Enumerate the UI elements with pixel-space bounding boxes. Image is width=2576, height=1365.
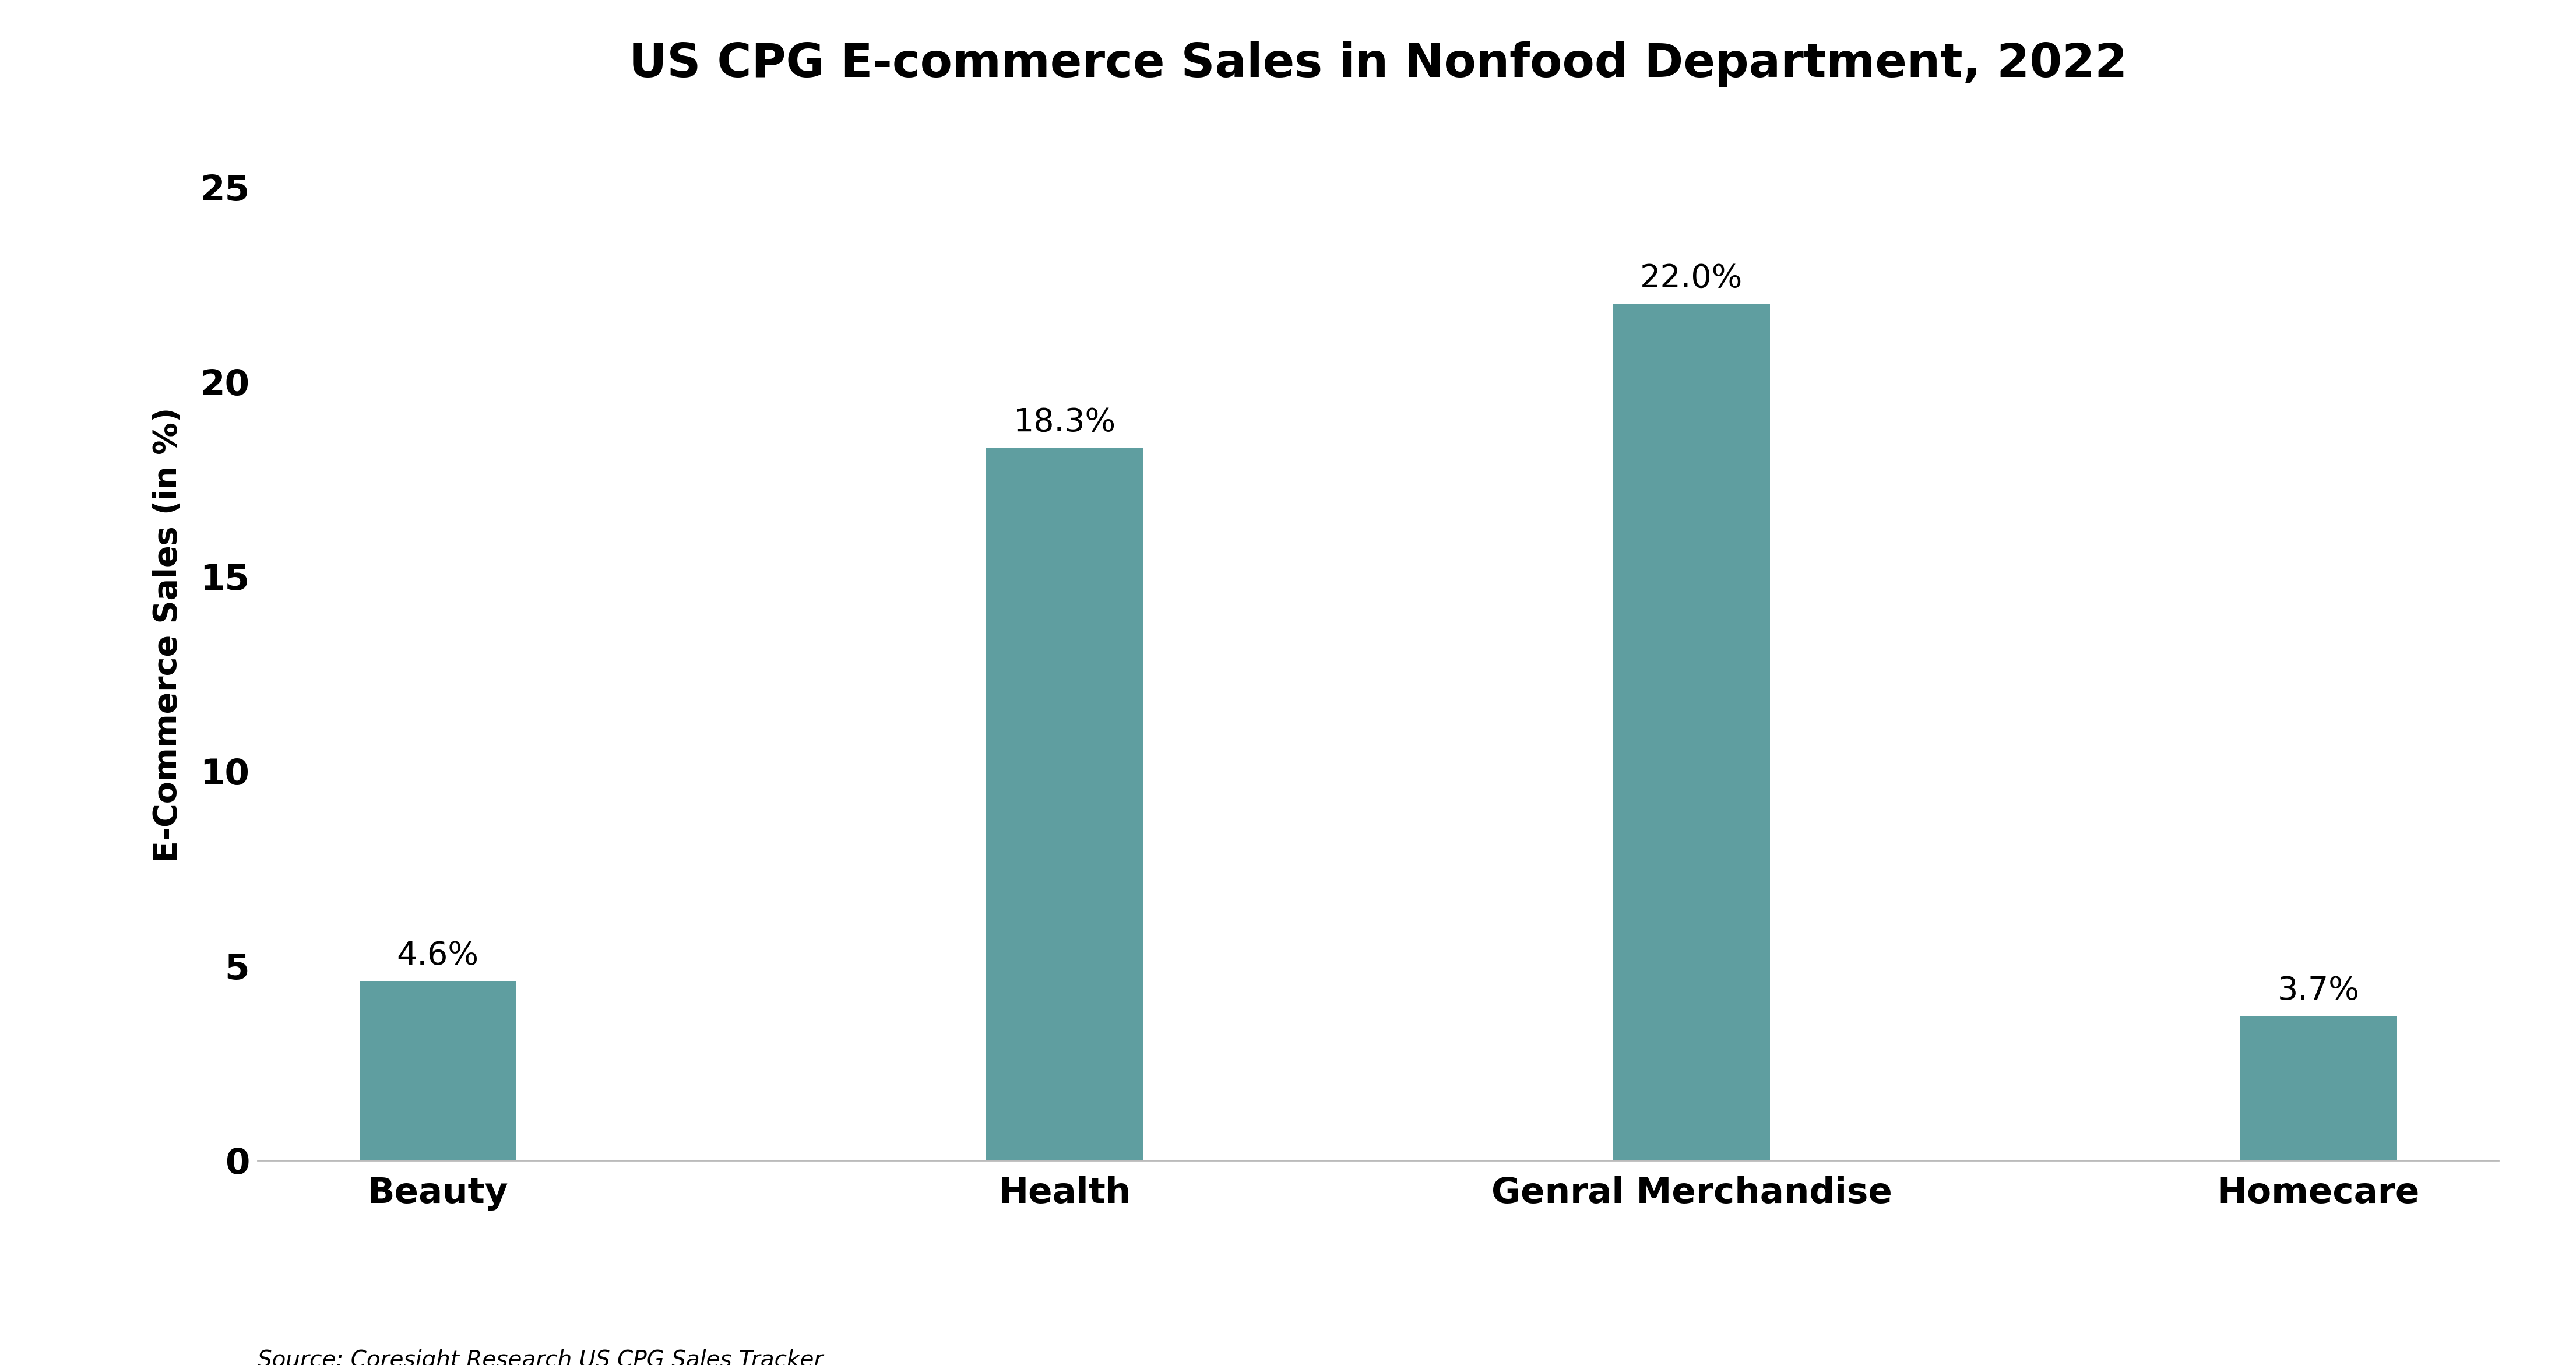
Bar — [1613, 304, 1770, 1160]
Title: US CPG E-commerce Sales in Nonfood Department, 2022: US CPG E-commerce Sales in Nonfood Depar… — [629, 41, 2128, 87]
Text: 22.0%: 22.0% — [1641, 262, 1744, 293]
Text: 3.7%: 3.7% — [2277, 975, 2360, 1006]
Text: Source: Coresight Research US CPG Sales Tracker: Source: Coresight Research US CPG Sales … — [258, 1350, 824, 1365]
Text: 4.6%: 4.6% — [397, 940, 479, 972]
Text: 18.3%: 18.3% — [1012, 407, 1115, 438]
Y-axis label: E-Commerce Sales (in %): E-Commerce Sales (in %) — [152, 407, 183, 863]
Bar — [361, 981, 515, 1160]
Bar — [2241, 1016, 2396, 1160]
Bar — [987, 448, 1144, 1160]
